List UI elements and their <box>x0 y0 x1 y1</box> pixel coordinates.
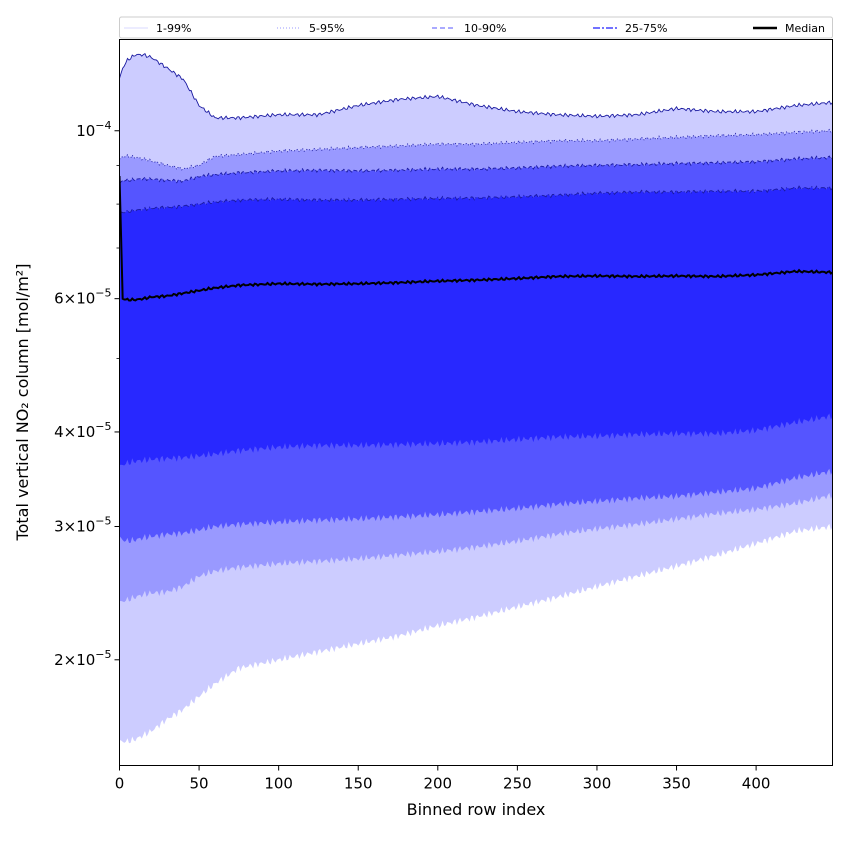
legend-label: 10-90% <box>464 22 506 35</box>
legend-label: Median <box>785 22 825 35</box>
plot-frame <box>119 39 833 766</box>
x-axis: 0 50 100 150 200 250 300 350 400 <box>115 765 771 793</box>
band-25-75-upper-edge <box>119 185 833 214</box>
x-tick-label: 0 <box>115 775 125 793</box>
legend-label: 5-95% <box>309 22 344 35</box>
x-tick-label: 50 <box>190 775 209 793</box>
y-tick-label: 3×10−5 <box>54 515 111 536</box>
x-tick-label: 150 <box>344 775 373 793</box>
y-axis: 2×10−5 3×10−5 4×10−5 6×10−5 10−4 <box>54 119 120 669</box>
band-25-75 <box>119 186 833 466</box>
y-tick-label: 2×10−5 <box>54 648 111 669</box>
x-axis-label: Binned row index <box>407 800 546 819</box>
band-10-90-upper-edge <box>119 155 833 184</box>
y-tick-label: 4×10−5 <box>54 420 111 441</box>
x-tick-label: 400 <box>742 775 771 793</box>
x-tick-label: 300 <box>583 775 612 793</box>
x-tick-label: 100 <box>264 775 293 793</box>
y-axis-label: Total vertical NO₂ column [mol/m²] <box>13 264 32 542</box>
x-tick-label: 200 <box>423 775 452 793</box>
legend-label: 1-99% <box>156 22 191 35</box>
x-tick-label: 250 <box>503 775 532 793</box>
y-tick-label: 6×10−5 <box>54 287 111 308</box>
band-1-99-upper-edge <box>119 52 833 121</box>
x-tick-label: 350 <box>662 775 691 793</box>
legend-box <box>119 16 833 39</box>
bands-layer <box>119 53 833 744</box>
y-tick-label: 10−4 <box>76 119 111 140</box>
legend-label: 25-75% <box>625 22 667 35</box>
legend: 1-99% 5-95% 10-90% 25-75% Median <box>119 16 833 39</box>
median-line <box>119 176 833 302</box>
lines-layer <box>119 52 833 302</box>
band-5-95-upper-edge <box>119 128 833 171</box>
